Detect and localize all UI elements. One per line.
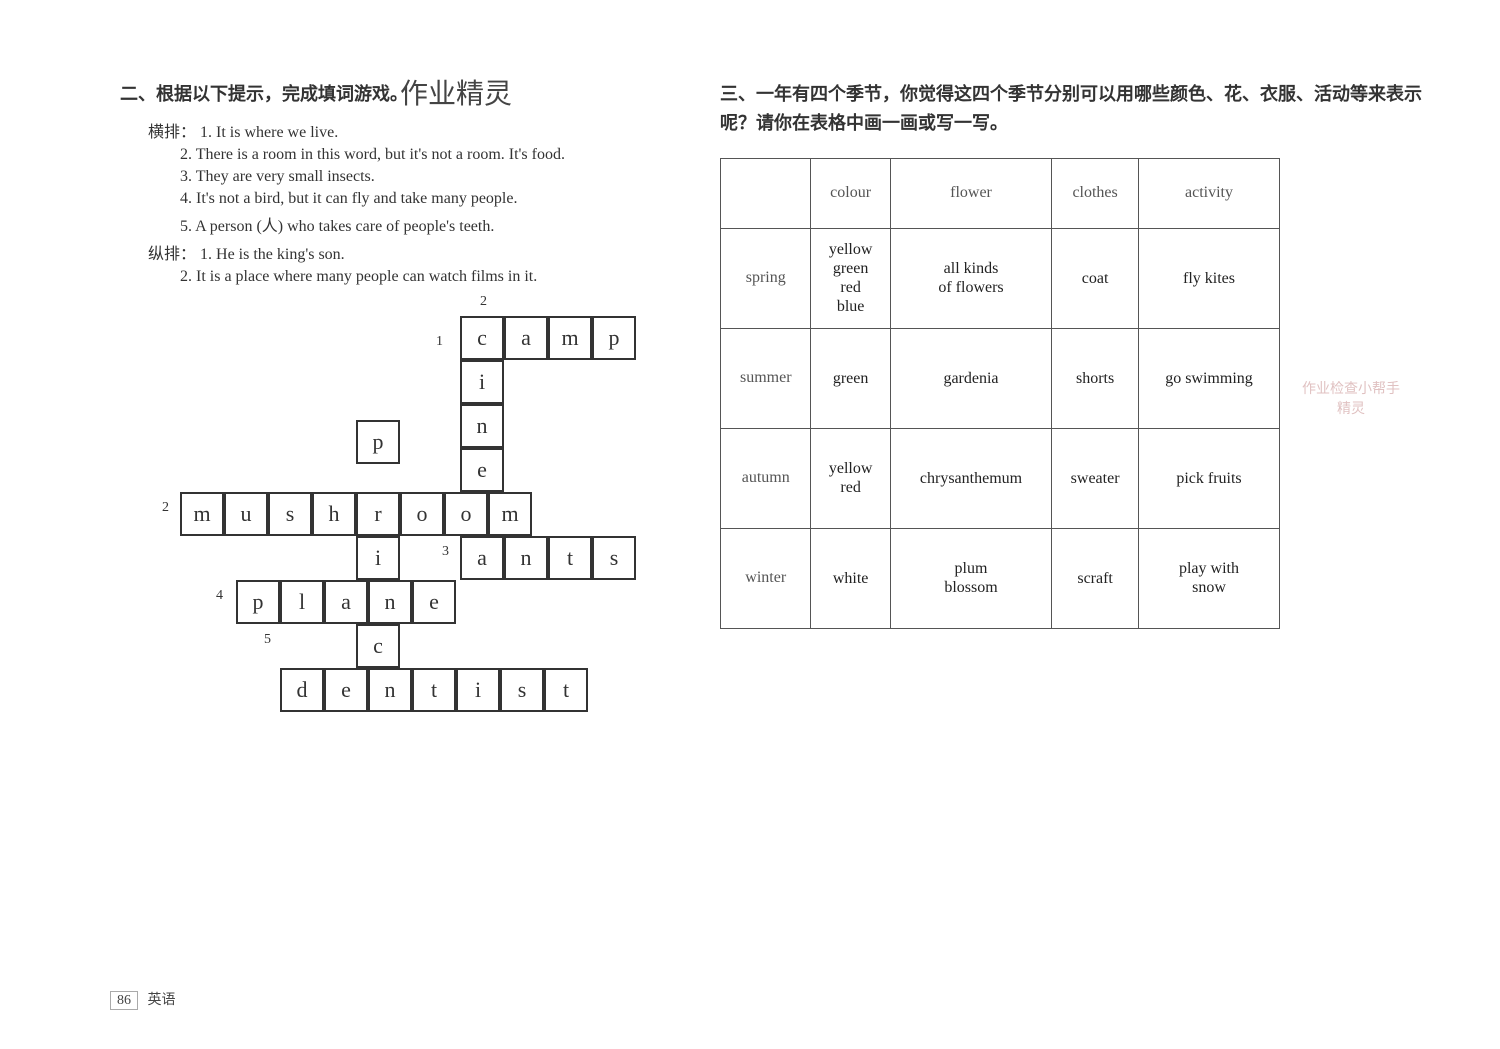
- crossword-cell: a: [460, 536, 504, 580]
- crossword-cell: m: [180, 492, 224, 536]
- crossword-cell: a: [324, 580, 368, 624]
- heng-clue-5: 5. A person (人) who takes care of people…: [180, 212, 660, 236]
- table-cell: sweater: [1052, 428, 1139, 528]
- crossword-cell: s: [268, 492, 312, 536]
- table-cell: plumblossom: [890, 528, 1052, 628]
- heng-clue-2: 2. There is a room in this word, but it'…: [180, 146, 660, 164]
- zong-label: 纵排： 1. He is the king's son.: [148, 240, 660, 264]
- crossword-cell: t: [548, 536, 592, 580]
- page-footer: 86 英语: [110, 989, 176, 1009]
- crossword-label: 5: [264, 632, 271, 648]
- right-column: 三、一年有四个季节，你觉得这四个季节分别可以用哪些颜色、花、衣服、活动等来表示呢…: [720, 80, 1440, 696]
- table-cell: play withsnow: [1138, 528, 1279, 628]
- crossword-cell: i: [356, 536, 400, 580]
- crossword-cell: i: [456, 668, 500, 712]
- table-cell: green: [811, 328, 890, 428]
- crossword-cell: e: [412, 580, 456, 624]
- crossword-cell: t: [412, 668, 456, 712]
- table-cell: shorts: [1052, 328, 1139, 428]
- crossword-cell: a: [504, 316, 548, 360]
- crossword-label: 2: [162, 500, 169, 516]
- table-header: [721, 158, 811, 228]
- crossword-cell: t: [544, 668, 588, 712]
- table-cell: chrysanthemum: [890, 428, 1052, 528]
- season-cell: summer: [721, 328, 811, 428]
- seasons-table: colourflowerclothesactivityspringyellowg…: [720, 158, 1280, 629]
- crossword-cell: i: [460, 360, 504, 404]
- zong-clue-1: 1. He is the king's son.: [200, 246, 345, 263]
- table-cell: coat: [1052, 228, 1139, 328]
- table-row: summergreengardeniashortsgo swimming: [721, 328, 1280, 428]
- table-header: colour: [811, 158, 890, 228]
- season-cell: winter: [721, 528, 811, 628]
- table-row: springyellowgreenredblueall kindsof flow…: [721, 228, 1280, 328]
- section-3-title: 三、一年有四个季节，你觉得这四个季节分别可以用哪些颜色、花、衣服、活动等来表示呢…: [720, 80, 1440, 138]
- heng-label-text: 横排：: [148, 124, 196, 141]
- table-header: activity: [1138, 158, 1279, 228]
- table-header: clothes: [1052, 158, 1139, 228]
- crossword-cell: p: [356, 420, 400, 464]
- section-2-title: 二、根据以下提示，完成填词游戏。: [120, 80, 660, 106]
- crossword-cell: s: [592, 536, 636, 580]
- zong-label-text: 纵排：: [148, 246, 196, 263]
- crossword-cell: u: [224, 492, 268, 536]
- crossword-grid: 2112345campinpemushroomiantsplanecdentis…: [180, 316, 640, 696]
- table-cell: gardenia: [890, 328, 1052, 428]
- crossword-cell: m: [548, 316, 592, 360]
- crossword-cell: c: [356, 624, 400, 668]
- crossword-cell: s: [500, 668, 544, 712]
- crossword-cell: h: [312, 492, 356, 536]
- crossword-cell: n: [460, 404, 504, 448]
- table-row: autumnyellowredchrysanthemumsweaterpick …: [721, 428, 1280, 528]
- crossword-cell: l: [280, 580, 324, 624]
- crossword-label: 2: [480, 294, 487, 310]
- crossword-cell: p: [592, 316, 636, 360]
- left-column: 二、根据以下提示，完成填词游戏。 作业精灵 横排： 1. It is where…: [120, 80, 660, 696]
- crossword-cell: n: [368, 580, 412, 624]
- crossword-label: 4: [216, 588, 223, 604]
- watermark-stamp: 作业检查小帮手精灵: [1302, 380, 1400, 419]
- table-cell: all kindsof flowers: [890, 228, 1052, 328]
- crossword-cell: o: [444, 492, 488, 536]
- crossword-label: 3: [442, 544, 449, 560]
- crossword-cell: e: [324, 668, 368, 712]
- table-header: flower: [890, 158, 1052, 228]
- crossword-cell: r: [356, 492, 400, 536]
- crossword-cell: p: [236, 580, 280, 624]
- crossword-cell: o: [400, 492, 444, 536]
- table-row: winterwhiteplumblossomscraftplay withsno…: [721, 528, 1280, 628]
- crossword-cell: n: [368, 668, 412, 712]
- table-cell: white: [811, 528, 890, 628]
- table-cell: scraft: [1052, 528, 1139, 628]
- page-number: 86: [110, 991, 138, 1010]
- season-cell: spring: [721, 228, 811, 328]
- crossword-cell: d: [280, 668, 324, 712]
- table-cell: fly kites: [1138, 228, 1279, 328]
- crossword-cell: e: [460, 448, 504, 492]
- crossword-cell: m: [488, 492, 532, 536]
- heng-clue-1: 1. It is where we live.: [200, 124, 338, 141]
- heng-label: 横排： 1. It is where we live.: [148, 118, 660, 142]
- table-cell: yellowred: [811, 428, 890, 528]
- zong-clue-2: 2. It is a place where many people can w…: [180, 268, 660, 286]
- heng-clue-3: 3. They are very small insects.: [180, 168, 660, 186]
- crossword-cell: n: [504, 536, 548, 580]
- table-cell: yellowgreenredblue: [811, 228, 890, 328]
- table-cell: go swimming: [1138, 328, 1279, 428]
- season-cell: autumn: [721, 428, 811, 528]
- table-cell: pick fruits: [1138, 428, 1279, 528]
- watermark-title: 作业精灵: [400, 72, 512, 112]
- crossword-label: 1: [436, 334, 443, 350]
- footer-subject: 英语: [148, 993, 176, 1008]
- crossword-cell: c: [460, 316, 504, 360]
- heng-clue-4: 4. It's not a bird, but it can fly and t…: [180, 190, 660, 208]
